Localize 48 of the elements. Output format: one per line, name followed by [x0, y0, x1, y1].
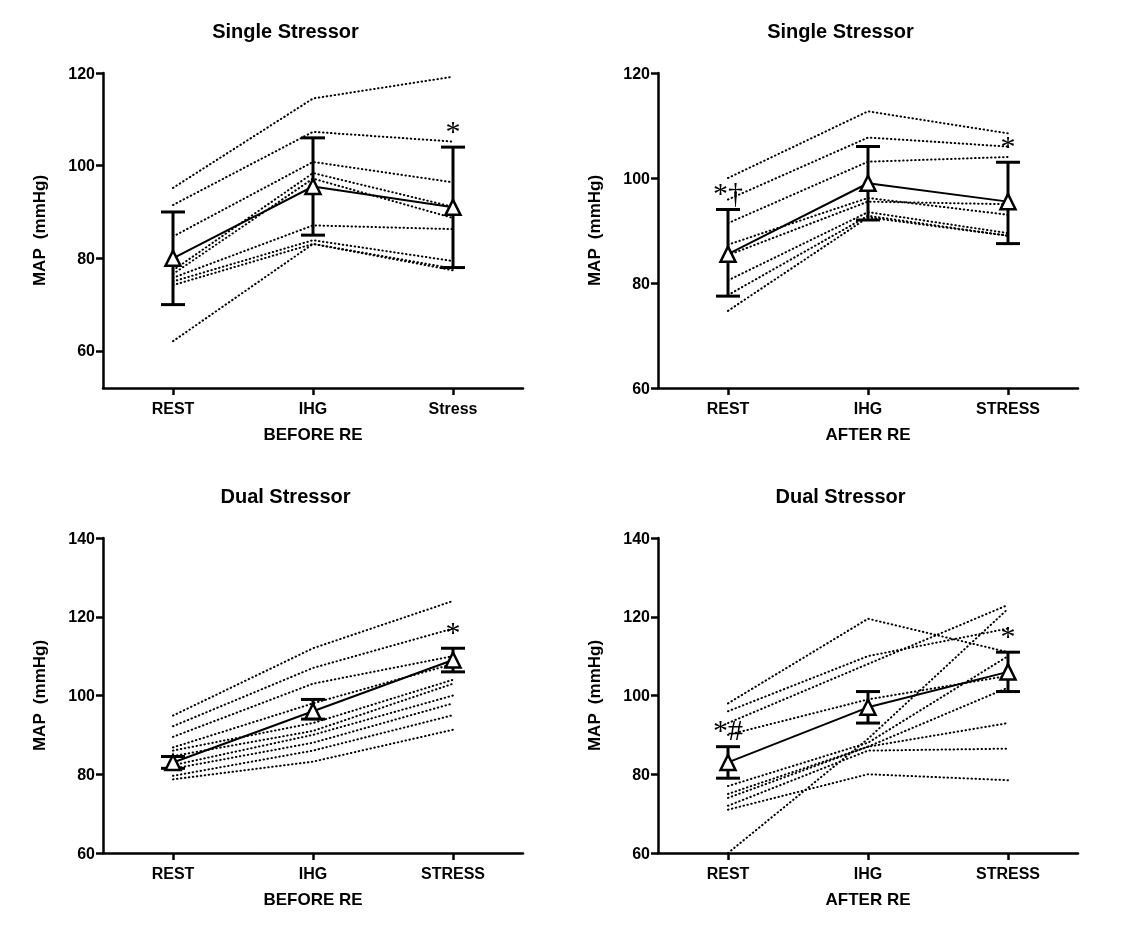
- annotation: *†: [713, 176, 743, 209]
- x-axis-title: BEFORE RE: [263, 425, 363, 444]
- x-tick-label: STRESS: [975, 864, 1041, 882]
- annotation: *#: [713, 713, 743, 747]
- y-tick-label: 120: [623, 64, 651, 82]
- y-tick-label: 80: [632, 274, 651, 292]
- y-tick-label: 120: [68, 608, 96, 626]
- y-axis-title: MAP (mmHg): [30, 639, 49, 752]
- annotation: *: [445, 113, 461, 147]
- y-axis-title: MAP (mmHg): [30, 174, 49, 287]
- annotation: *: [1000, 128, 1016, 162]
- x-tick-label: REST: [151, 399, 195, 417]
- y-axis-title: MAP (mmHg): [585, 639, 604, 752]
- x-axis-title: BEFORE RE: [263, 890, 363, 909]
- y-tick-label: 60: [77, 342, 96, 360]
- annotation: *: [1000, 618, 1016, 652]
- chart-title: Single Stressor: [212, 20, 360, 42]
- y-tick-label: 100: [68, 687, 96, 704]
- x-tick-label: IHG: [853, 399, 883, 417]
- x-axis-title: AFTER RE: [825, 425, 911, 444]
- x-axis-title: AFTER RE: [825, 890, 911, 909]
- y-tick-label: 80: [632, 765, 651, 783]
- x-tick-label: REST: [706, 399, 750, 417]
- x-tick-label: STRESS: [420, 864, 486, 882]
- y-tick-label: 120: [623, 608, 651, 626]
- y-axis-title: MAP (mmHg): [585, 174, 604, 287]
- y-tick-label: 120: [68, 64, 96, 82]
- y-tick-label: 60: [632, 844, 651, 862]
- chart-title: Single Stressor: [767, 20, 915, 42]
- x-tick-label: STRESS: [975, 399, 1041, 417]
- y-tick-label: 80: [77, 249, 96, 267]
- y-tick-label: 100: [623, 169, 651, 187]
- annotation: *: [445, 614, 461, 648]
- x-tick-label: IHG: [298, 399, 328, 417]
- y-tick-label: 60: [77, 844, 96, 862]
- x-tick-label: IHG: [298, 864, 328, 882]
- chart-title: Dual Stressor: [775, 485, 906, 507]
- x-tick-label: REST: [151, 864, 195, 882]
- y-tick-label: 100: [623, 687, 651, 704]
- x-tick-label: IHG: [853, 864, 883, 882]
- x-tick-label: REST: [706, 864, 750, 882]
- chart-title: Dual Stressor: [220, 485, 351, 507]
- y-tick-label: 60: [632, 379, 651, 397]
- y-tick-label: 140: [68, 529, 96, 547]
- x-tick-label: Stress: [428, 399, 478, 417]
- y-tick-label: 140: [623, 529, 651, 547]
- y-tick-label: 100: [68, 157, 96, 175]
- y-tick-label: 80: [77, 765, 96, 783]
